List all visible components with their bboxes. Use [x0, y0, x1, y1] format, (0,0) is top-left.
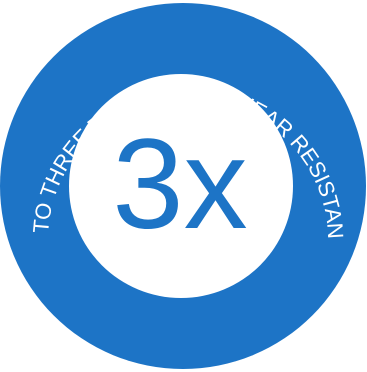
badge-center-text: 3x [112, 113, 247, 256]
badge-inner-circle [69, 74, 293, 298]
